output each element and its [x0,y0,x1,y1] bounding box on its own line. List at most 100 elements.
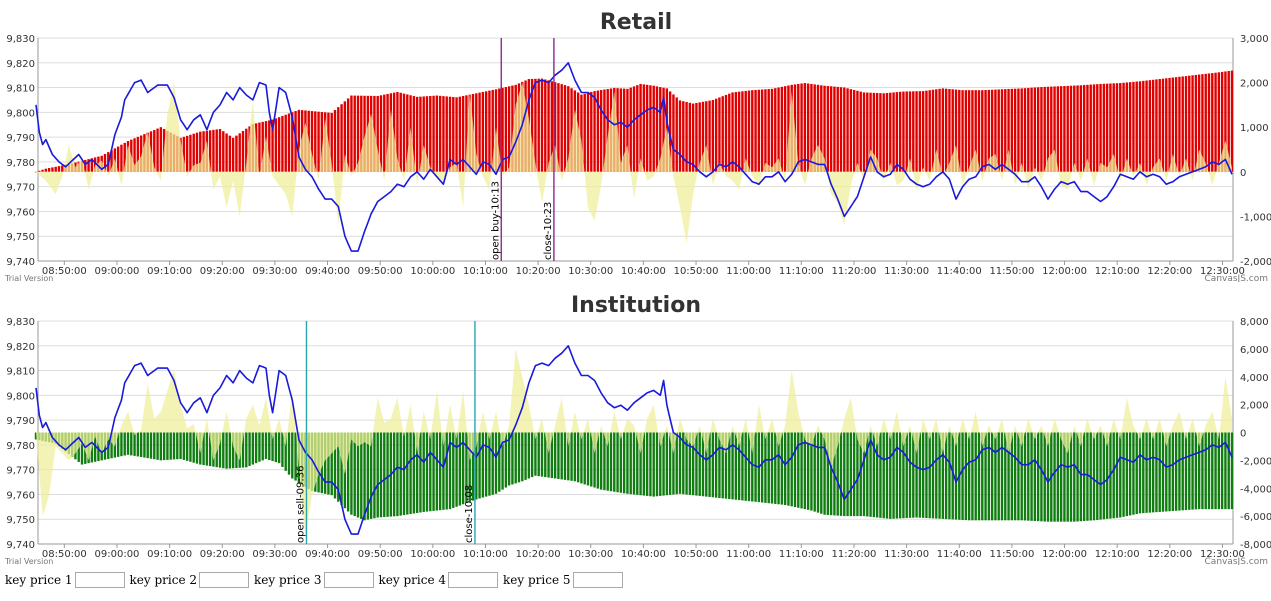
bar [1112,83,1115,172]
bar [787,85,790,172]
bar [422,96,425,172]
bar [967,432,971,521]
bar [399,432,402,516]
bar [751,90,754,172]
bar [471,432,475,501]
bar [754,432,757,502]
bar [1227,432,1230,510]
chart-title: Institution [571,293,701,318]
bar [235,135,238,172]
bar [711,432,715,498]
bar [1191,432,1194,510]
watermark-right: CanvasJS.com [1205,557,1268,565]
x-tick-label: 11:00:00 [726,549,771,560]
y-right-tick-label: 1,000 [1240,123,1269,134]
bar [859,91,862,172]
bar [1013,88,1017,172]
bar [586,92,590,172]
bar [1194,74,1198,172]
bar [678,432,682,494]
bar [540,78,544,172]
bar [954,432,958,520]
bar [1059,86,1063,172]
bar [465,95,468,172]
bar [478,92,481,172]
bar [1168,432,1171,512]
bar [563,432,567,480]
bar [458,96,462,172]
bar [360,432,363,519]
bar [803,83,807,172]
institution-chart-svg: Institution 9,740 9,750 9,760 9,770 9,780 9,79… [4,293,1271,567]
x-tick-label: 11:30:00 [884,549,929,560]
bar [350,95,353,172]
bar [202,131,205,172]
bar [353,432,356,517]
bar [1217,72,1221,172]
bar [701,432,705,497]
bar [675,432,678,495]
key-price-2-input[interactable] [199,572,249,588]
bar [166,432,169,460]
bar [1102,83,1106,172]
key-price-4-input[interactable] [448,572,498,588]
bar [507,432,511,486]
bar [498,432,501,492]
bar [231,432,235,469]
bar [797,432,800,508]
bar [373,432,376,519]
bar [915,432,918,518]
x-tick-label: 12:30:00 [1200,549,1245,560]
bar [530,78,534,172]
bar [619,88,623,172]
x-tick-label: 10:30:00 [568,266,613,277]
y-left-tick-label: 9,740 [6,257,35,268]
bar [376,432,379,518]
bar [1155,432,1158,513]
bar [222,131,225,172]
bar [747,90,751,172]
y-left-tick-label: 9,760 [6,207,35,218]
bar [353,95,356,172]
bar [797,83,800,172]
y-right-tick-label: 8,000 [1240,317,1269,328]
key-price-1-input[interactable] [74,572,125,588]
bar [908,432,912,518]
bar [626,88,629,172]
key-price-3-input[interactable] [323,572,374,588]
bar [859,432,862,517]
bar [1000,432,1004,521]
bar [356,95,360,172]
bar [987,89,991,172]
bar [1036,432,1040,522]
bar [1050,86,1053,172]
bar [103,153,107,172]
bar [429,432,432,512]
bar [767,432,770,504]
bar [1046,432,1050,522]
x-tick-label: 09:20:00 [200,266,245,277]
bar [287,113,291,172]
bar [195,432,199,464]
bar [241,432,245,468]
bar [366,432,370,520]
bar [1155,79,1158,172]
bar [948,432,951,520]
bar [1227,71,1230,172]
bar [1158,79,1161,172]
bar [1092,432,1096,521]
bar [396,91,399,172]
bar [1151,79,1155,172]
bar [222,432,225,469]
bar [806,432,810,510]
bar [261,121,264,172]
key-price-5-input[interactable] [572,572,623,588]
bar [1145,432,1148,513]
bar [1122,82,1125,172]
bar [1214,72,1217,172]
bar [708,100,711,172]
bar [261,432,264,461]
bar [350,432,353,515]
y-left-tick-label: 9,740 [6,540,35,551]
x-tick-label: 09:30:00 [252,266,297,277]
